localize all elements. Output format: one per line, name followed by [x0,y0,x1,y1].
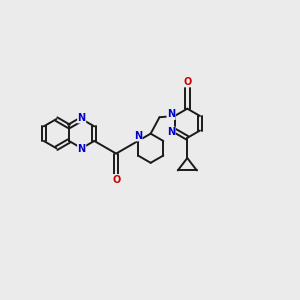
Text: N: N [78,144,86,154]
Text: N: N [167,110,175,119]
Text: N: N [78,113,86,123]
Text: O: O [112,175,120,184]
Text: N: N [167,127,175,137]
Text: N: N [134,131,142,141]
Text: O: O [183,77,191,87]
